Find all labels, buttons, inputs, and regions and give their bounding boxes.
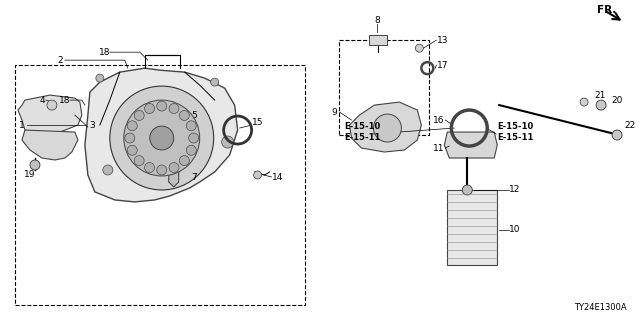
Circle shape bbox=[134, 110, 144, 120]
Text: E-15-10
E-15-11: E-15-10 E-15-11 bbox=[497, 122, 534, 142]
Polygon shape bbox=[18, 95, 82, 135]
Circle shape bbox=[124, 100, 200, 176]
Circle shape bbox=[580, 98, 588, 106]
Circle shape bbox=[110, 86, 214, 190]
Text: 18: 18 bbox=[59, 96, 70, 105]
Circle shape bbox=[179, 110, 189, 120]
Circle shape bbox=[462, 185, 472, 195]
Polygon shape bbox=[444, 132, 497, 158]
Circle shape bbox=[169, 104, 179, 114]
Polygon shape bbox=[85, 68, 237, 202]
Circle shape bbox=[96, 74, 104, 82]
Circle shape bbox=[145, 104, 154, 114]
Text: FR.: FR. bbox=[597, 5, 616, 15]
Text: 2: 2 bbox=[57, 56, 63, 65]
Polygon shape bbox=[169, 167, 179, 187]
Text: 8: 8 bbox=[374, 16, 380, 25]
Circle shape bbox=[596, 100, 606, 110]
Text: E-15-10
E-15-11: E-15-10 E-15-11 bbox=[344, 122, 381, 142]
Circle shape bbox=[125, 133, 135, 143]
Text: 10: 10 bbox=[509, 225, 521, 234]
Circle shape bbox=[179, 156, 189, 166]
Circle shape bbox=[127, 145, 137, 155]
Text: 1: 1 bbox=[19, 121, 25, 130]
Text: 5: 5 bbox=[192, 111, 198, 120]
Circle shape bbox=[145, 163, 154, 172]
Text: 7: 7 bbox=[192, 173, 198, 182]
Text: 18: 18 bbox=[99, 48, 111, 57]
Polygon shape bbox=[22, 130, 78, 160]
Circle shape bbox=[30, 160, 40, 170]
Bar bbox=[447, 190, 497, 265]
Text: 3: 3 bbox=[89, 121, 95, 130]
Text: TY24E1300A: TY24E1300A bbox=[574, 303, 627, 312]
Circle shape bbox=[47, 100, 57, 110]
Circle shape bbox=[157, 165, 167, 175]
Circle shape bbox=[150, 126, 173, 150]
Text: 19: 19 bbox=[24, 171, 36, 180]
Bar bbox=[172, 128, 176, 172]
Polygon shape bbox=[349, 102, 421, 152]
Text: 17: 17 bbox=[437, 61, 449, 70]
Text: 20: 20 bbox=[611, 96, 623, 105]
Text: 13: 13 bbox=[437, 36, 449, 45]
Circle shape bbox=[415, 44, 423, 52]
Bar bbox=[369, 35, 387, 45]
Circle shape bbox=[189, 133, 198, 143]
Text: 21: 21 bbox=[594, 91, 605, 100]
Circle shape bbox=[103, 165, 113, 175]
Circle shape bbox=[186, 145, 196, 155]
Circle shape bbox=[186, 121, 196, 131]
Circle shape bbox=[221, 136, 234, 148]
Text: 15: 15 bbox=[252, 117, 263, 126]
Text: 12: 12 bbox=[509, 186, 520, 195]
Text: 16: 16 bbox=[433, 116, 444, 124]
Circle shape bbox=[612, 130, 622, 140]
Circle shape bbox=[127, 121, 137, 131]
Text: 9: 9 bbox=[332, 108, 337, 116]
Text: 4: 4 bbox=[39, 96, 45, 105]
Text: 14: 14 bbox=[271, 173, 283, 182]
Circle shape bbox=[169, 163, 179, 172]
Circle shape bbox=[134, 156, 144, 166]
Text: 6: 6 bbox=[192, 143, 198, 153]
Circle shape bbox=[211, 78, 219, 86]
Circle shape bbox=[253, 171, 262, 179]
Circle shape bbox=[157, 101, 167, 111]
Text: 11: 11 bbox=[433, 143, 444, 153]
Text: 22: 22 bbox=[624, 121, 636, 130]
Circle shape bbox=[373, 114, 401, 142]
Bar bbox=[170, 113, 178, 125]
